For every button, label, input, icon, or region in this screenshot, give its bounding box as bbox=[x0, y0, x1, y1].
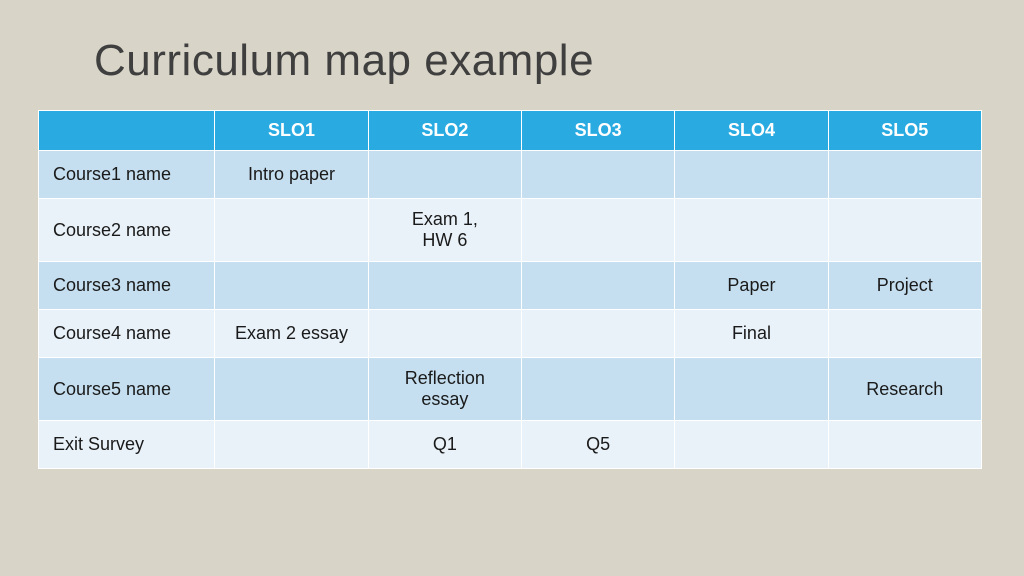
cell: Final bbox=[675, 310, 828, 358]
slide-title: Curriculum map example bbox=[94, 36, 1000, 86]
cell bbox=[215, 199, 368, 262]
cell bbox=[675, 421, 828, 469]
cell bbox=[675, 199, 828, 262]
cell bbox=[521, 199, 674, 262]
cell bbox=[521, 151, 674, 199]
header-slo2: SLO2 bbox=[368, 111, 521, 151]
cell bbox=[368, 262, 521, 310]
slide: Curriculum map example SLO1 SLO2 SLO3 SL… bbox=[24, 16, 1000, 560]
cell: Q1 bbox=[368, 421, 521, 469]
header-slo1: SLO1 bbox=[215, 111, 368, 151]
table-row: Course4 name Exam 2 essay Final bbox=[39, 310, 982, 358]
curriculum-table: SLO1 SLO2 SLO3 SLO4 SLO5 Course1 name In… bbox=[38, 110, 982, 469]
cell bbox=[368, 310, 521, 358]
cell bbox=[215, 421, 368, 469]
cell bbox=[368, 151, 521, 199]
cell bbox=[521, 358, 674, 421]
row-label: Course1 name bbox=[39, 151, 215, 199]
cell: Intro paper bbox=[215, 151, 368, 199]
table-row: Exit Survey Q1 Q5 bbox=[39, 421, 982, 469]
row-label: Course4 name bbox=[39, 310, 215, 358]
table-header: SLO1 SLO2 SLO3 SLO4 SLO5 bbox=[39, 111, 982, 151]
row-label: Course3 name bbox=[39, 262, 215, 310]
cell bbox=[215, 262, 368, 310]
table-row: Course1 name Intro paper bbox=[39, 151, 982, 199]
cell bbox=[521, 262, 674, 310]
cell: Exam 2 essay bbox=[215, 310, 368, 358]
cell: Exam 1,HW 6 bbox=[368, 199, 521, 262]
cell bbox=[215, 358, 368, 421]
row-label: Course2 name bbox=[39, 199, 215, 262]
cell: Project bbox=[828, 262, 981, 310]
header-slo3: SLO3 bbox=[521, 111, 674, 151]
row-label: Exit Survey bbox=[39, 421, 215, 469]
cell: Research bbox=[828, 358, 981, 421]
cell bbox=[828, 199, 981, 262]
cell bbox=[828, 310, 981, 358]
header-corner bbox=[39, 111, 215, 151]
header-slo5: SLO5 bbox=[828, 111, 981, 151]
row-label: Course5 name bbox=[39, 358, 215, 421]
table-row: Course5 name Reflectionessay Research bbox=[39, 358, 982, 421]
cell: Reflectionessay bbox=[368, 358, 521, 421]
table-body: Course1 name Intro paper Course2 name Ex… bbox=[39, 151, 982, 469]
cell bbox=[521, 310, 674, 358]
cell bbox=[675, 358, 828, 421]
cell bbox=[828, 151, 981, 199]
cell: Q5 bbox=[521, 421, 674, 469]
table-row: Course2 name Exam 1,HW 6 bbox=[39, 199, 982, 262]
cell bbox=[675, 151, 828, 199]
table-row: Course3 name Paper Project bbox=[39, 262, 982, 310]
header-slo4: SLO4 bbox=[675, 111, 828, 151]
cell: Paper bbox=[675, 262, 828, 310]
cell bbox=[828, 421, 981, 469]
